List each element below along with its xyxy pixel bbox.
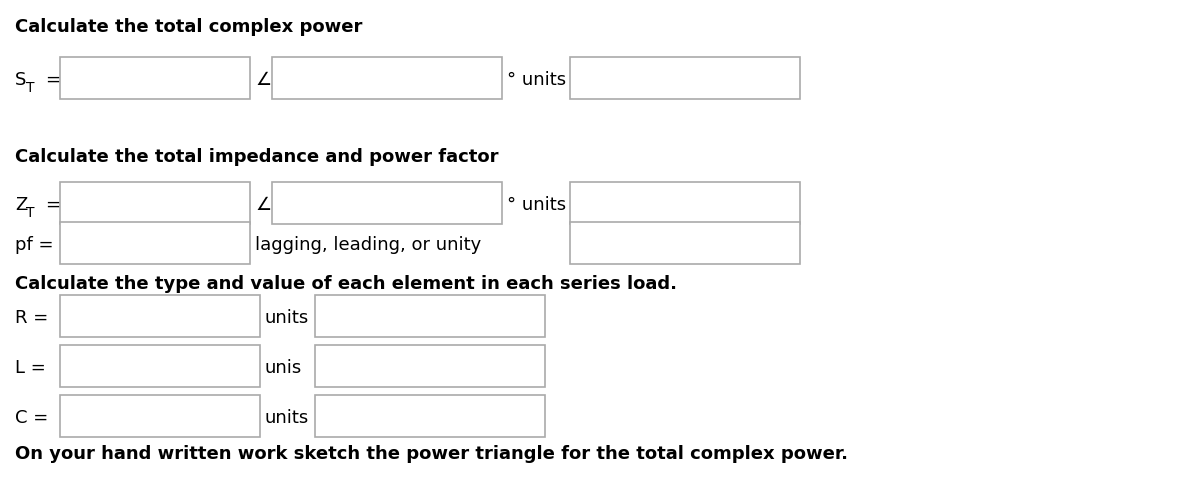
FancyBboxPatch shape bbox=[60, 295, 260, 337]
Text: pf =: pf = bbox=[14, 236, 54, 253]
Text: ∠: ∠ bbox=[256, 71, 271, 89]
FancyBboxPatch shape bbox=[60, 58, 250, 100]
FancyBboxPatch shape bbox=[272, 58, 502, 100]
Text: R =: R = bbox=[14, 308, 48, 326]
Text: L =: L = bbox=[14, 358, 46, 376]
FancyBboxPatch shape bbox=[570, 58, 800, 100]
FancyBboxPatch shape bbox=[314, 295, 545, 337]
FancyBboxPatch shape bbox=[60, 182, 250, 225]
FancyBboxPatch shape bbox=[570, 182, 800, 225]
Text: Calculate the total complex power: Calculate the total complex power bbox=[14, 18, 362, 36]
FancyBboxPatch shape bbox=[272, 182, 502, 225]
Text: =: = bbox=[46, 195, 60, 214]
Text: ∠: ∠ bbox=[256, 195, 271, 214]
Text: Calculate the total impedance and power factor: Calculate the total impedance and power … bbox=[14, 148, 498, 166]
Text: T: T bbox=[26, 81, 35, 95]
Text: lagging, leading, or unity: lagging, leading, or unity bbox=[256, 236, 481, 253]
FancyBboxPatch shape bbox=[60, 223, 250, 264]
Text: On your hand written work sketch the power triangle for the total complex power.: On your hand written work sketch the pow… bbox=[14, 444, 848, 462]
Text: Z: Z bbox=[14, 195, 28, 214]
FancyBboxPatch shape bbox=[314, 345, 545, 387]
Text: Calculate the type and value of each element in each series load.: Calculate the type and value of each ele… bbox=[14, 275, 677, 292]
FancyBboxPatch shape bbox=[60, 395, 260, 437]
Text: ° units: ° units bbox=[508, 195, 566, 214]
Text: C =: C = bbox=[14, 408, 48, 426]
Text: ° units: ° units bbox=[508, 71, 566, 89]
FancyBboxPatch shape bbox=[60, 345, 260, 387]
Text: units: units bbox=[265, 408, 310, 426]
FancyBboxPatch shape bbox=[314, 395, 545, 437]
Text: T: T bbox=[26, 205, 35, 219]
Text: units: units bbox=[265, 308, 310, 326]
Text: =: = bbox=[46, 71, 60, 89]
Text: unis: unis bbox=[265, 358, 302, 376]
FancyBboxPatch shape bbox=[570, 223, 800, 264]
Text: S: S bbox=[14, 71, 26, 89]
